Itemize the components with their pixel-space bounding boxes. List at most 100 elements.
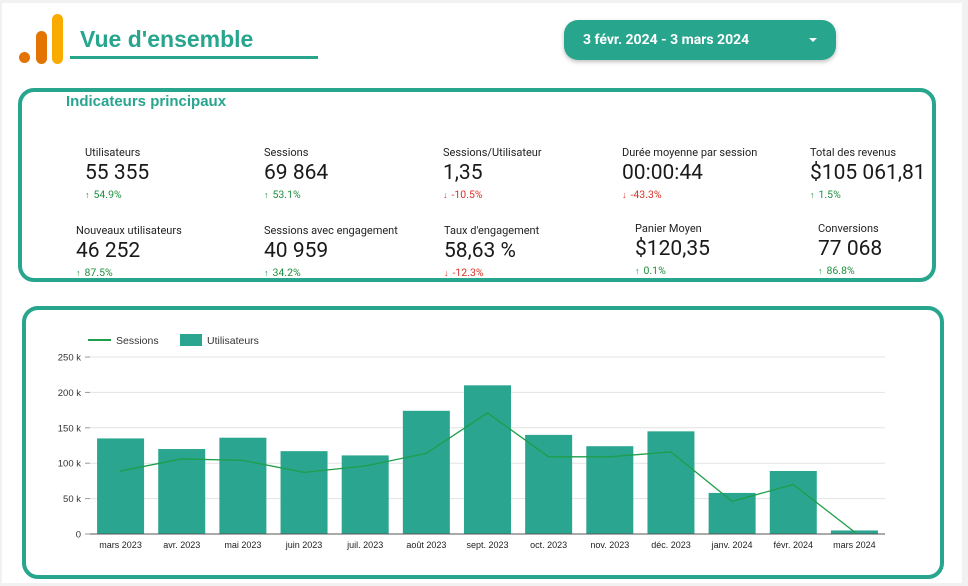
kpi-row2-2: Taux d'engagement 58,63 % ↓ -12.3% <box>444 224 539 281</box>
analytics-logo-icon <box>19 14 63 64</box>
bar-utilisateurs <box>647 431 695 534</box>
bar-utilisateurs <box>341 455 389 534</box>
x-tick-label: sept. 2023 <box>466 540 508 550</box>
kpi-label: Durée moyenne par session <box>622 146 758 159</box>
bar-utilisateurs <box>464 385 511 534</box>
kpi-label: Sessions/Utilisateur <box>443 146 542 159</box>
bar-utilisateurs <box>158 449 206 534</box>
kpi-row2-1: Sessions avec engagement 40 959 ↑ 34.2% <box>264 224 398 281</box>
bar-utilisateurs <box>769 470 817 534</box>
kpi-value: 58,63 % <box>444 239 516 263</box>
arrow-up-icon: ↑ <box>818 267 823 277</box>
kpi-label: Sessions <box>264 146 309 159</box>
point-sessions <box>792 483 795 486</box>
bar-utilisateurs <box>586 446 634 534</box>
point-sessions <box>242 459 244 462</box>
page-title: Vue d'ensemble <box>80 26 254 52</box>
kpi-value: 40 959 <box>264 239 329 263</box>
kpi-row2-0: Nouveaux utilisateurs 46 252 ↑ 87.5% <box>76 224 182 281</box>
point-sessions <box>547 456 550 458</box>
legend-utilisateurs-swatch <box>180 334 202 346</box>
point-sessions <box>425 452 428 455</box>
kpi-row1-1: Sessions 69 864 ↑ 53.1% <box>264 146 328 203</box>
x-tick-label: mars 2023 <box>99 540 142 550</box>
point-sessions <box>486 412 489 414</box>
point-sessions <box>731 500 733 503</box>
kpi-value: $120,35 <box>635 237 710 261</box>
kpi-value: 46 252 <box>76 239 141 263</box>
kpi-delta: ↑ 53.1% <box>264 188 301 201</box>
arrow-up-icon: ↑ <box>264 191 269 201</box>
kpi-value: 77 068 <box>818 237 883 261</box>
date-range-picker[interactable]: 3 févr. 2024 - 3 mars 2024 <box>564 20 836 60</box>
kpi-row2-3: Panier Moyen $120,35 ↑ 0.1% <box>635 222 710 279</box>
kpi-value: 69 864 <box>264 161 329 185</box>
kpi-value: $105 061,81 <box>810 161 926 185</box>
arrow-up-icon: ↑ <box>85 191 90 201</box>
kpi-row1-0: Utilisateurs 55 355 ↑ 54.9% <box>85 146 149 203</box>
point-sessions <box>180 458 183 460</box>
kpi-row1-4: Total des revenus $105 061,81 ↑ 1.5% <box>810 146 926 203</box>
point-sessions <box>609 456 611 458</box>
kpi-panel-title: Indicateurs principaux <box>66 93 227 110</box>
title-underline <box>70 56 318 59</box>
kpi-row1-3: Durée moyenne par session 00:00:44 ↓ -43.3% <box>622 146 757 203</box>
arrow-down-icon: ↓ <box>444 269 449 279</box>
bar-utilisateurs <box>280 451 328 534</box>
kpi-delta: ↑ 34.2% <box>264 266 301 279</box>
kpi-delta: ↓ -43.3% <box>622 188 662 201</box>
arrow-up-icon: ↑ <box>76 269 81 279</box>
arrow-down-icon: ↓ <box>443 191 448 201</box>
point-sessions <box>853 531 856 533</box>
bar-utilisateurs <box>219 437 267 534</box>
x-tick-label: janv. 2024 <box>711 540 753 550</box>
bar-utilisateurs <box>97 438 145 534</box>
kpi-label: Panier Moyen <box>635 222 702 235</box>
arrow-down-icon: ↓ <box>622 191 627 201</box>
kpi-value: 00:00:44 <box>622 161 703 185</box>
x-tick-label: avr. 2023 <box>163 540 200 550</box>
y-tick-label: 50 k <box>63 494 81 505</box>
legend-sessions-label: Sessions <box>116 335 159 347</box>
y-tick-label: 0 <box>76 530 81 541</box>
kpi-value: 55 355 <box>85 161 150 185</box>
x-tick-label: oct. 2023 <box>530 540 567 550</box>
bar-utilisateurs <box>708 492 756 534</box>
x-tick-label: mars 2024 <box>833 540 876 550</box>
kpi-delta: ↓ -12.3% <box>444 266 484 279</box>
x-tick-label: nov. 2023 <box>590 540 629 550</box>
kpi-delta: ↑ 54.9% <box>85 188 122 201</box>
kpi-delta: ↑ 87.5% <box>76 266 113 279</box>
kpi-delta: ↑ 86.8% <box>818 264 855 277</box>
legend-utilisateurs-label: Utilisateurs <box>207 335 259 347</box>
y-tick-label: 250 k <box>58 353 81 364</box>
bar-utilisateurs <box>525 434 573 534</box>
chevron-down-icon <box>809 38 817 42</box>
y-tick-label: 200 k <box>58 388 81 399</box>
arrow-up-icon: ↑ <box>635 267 640 277</box>
x-tick-label: juil. 2023 <box>346 540 383 550</box>
point-sessions <box>303 471 305 474</box>
point-sessions <box>670 451 672 453</box>
kpi-row2-4: Conversions 77 068 ↑ 86.8% <box>818 222 882 279</box>
y-tick-label: 100 k <box>58 459 81 470</box>
kpi-row1-2: Sessions/Utilisateur 1,35 ↓ -10.5% <box>443 146 542 203</box>
arrow-up-icon: ↑ <box>810 191 815 201</box>
x-tick-label: févr. 2024 <box>774 540 814 550</box>
point-sessions <box>364 465 366 467</box>
kpi-label: Nouveaux utilisateurs <box>76 224 182 237</box>
kpi-value: 1,35 <box>443 161 483 185</box>
kpi-delta: ↓ -10.5% <box>443 188 483 201</box>
kpi-delta: ↑ 0.1% <box>635 264 666 277</box>
kpi-label: Sessions avec engagement <box>264 224 398 237</box>
kpi-panel <box>18 88 936 282</box>
point-sessions <box>119 470 122 472</box>
x-tick-label: juin 2023 <box>285 540 323 550</box>
x-tick-label: mai 2023 <box>224 540 261 550</box>
kpi-label: Taux d'engagement <box>444 224 540 237</box>
kpi-label: Total des revenus <box>810 146 897 159</box>
kpi-label: Utilisateurs <box>85 146 141 159</box>
date-range-label: 3 févr. 2024 - 3 mars 2024 <box>583 32 750 48</box>
x-tick-label: déc. 2023 <box>651 540 691 550</box>
